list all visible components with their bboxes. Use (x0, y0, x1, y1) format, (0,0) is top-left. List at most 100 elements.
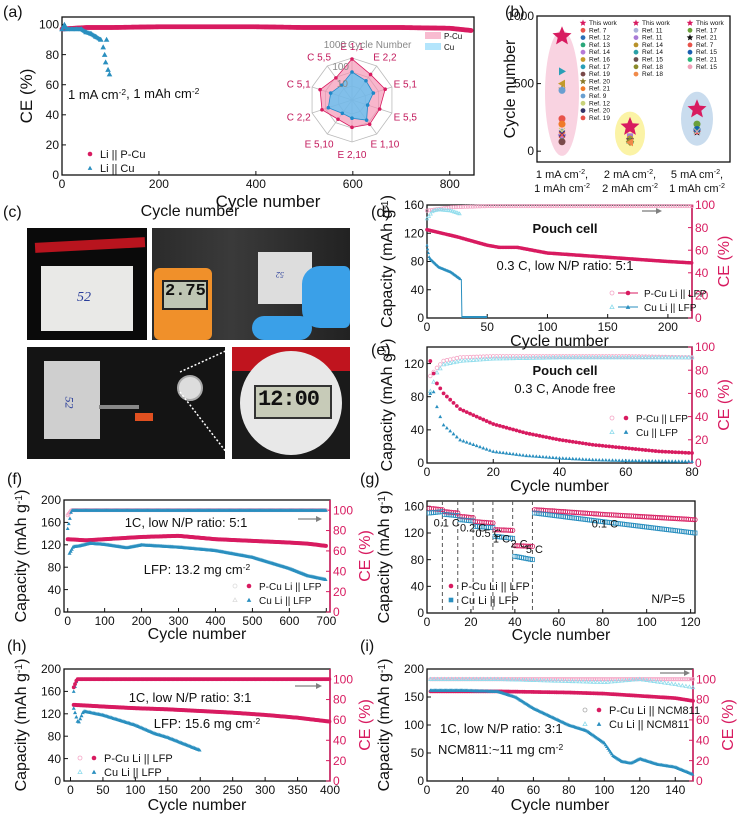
panel-label: (h) (7, 638, 27, 655)
y-right-axis-label: CE (%) (716, 236, 733, 288)
legend-marker (91, 755, 97, 761)
data-point (558, 115, 566, 123)
rate-label: 0.2 C (460, 523, 486, 535)
data-point (580, 679, 586, 684)
x-tick-label: 80 (685, 465, 699, 479)
data-point-star (687, 99, 707, 118)
x-tick-label: 40 (508, 615, 522, 629)
legend-label: Cu Li || LFP (259, 596, 312, 607)
data-point (438, 676, 444, 681)
data-point (488, 676, 494, 681)
legend-label: Ref. 19 (589, 115, 610, 122)
data-point (458, 407, 463, 412)
y-right-tick-label: 60 (696, 713, 710, 727)
data-point (507, 355, 513, 361)
legend-label: Ref. 17 (696, 27, 717, 34)
y-tick-label: 150 (404, 690, 424, 704)
data-point (558, 120, 566, 128)
y-tick-label: 120 (404, 357, 424, 371)
data-point (576, 354, 582, 360)
y-axis-label: Capacity (mAh g-1) (13, 659, 30, 792)
x-axis-label: Cycle number (216, 192, 321, 211)
radar-axis-label: E 2,10 (338, 150, 367, 161)
data-point (500, 355, 506, 361)
data-point (461, 204, 466, 209)
data-point (650, 458, 655, 463)
data-point (438, 386, 443, 391)
condition-annotation: 1 mA cm-2, 1 mAh cm-2 (68, 86, 200, 102)
legend-marker (687, 57, 693, 62)
y-right-tick-label: 60 (333, 544, 347, 558)
pouch-cell (41, 266, 133, 331)
radar-point (336, 117, 340, 122)
data-point (474, 414, 479, 419)
data-point (467, 357, 473, 363)
y-tick-label: 80 (411, 553, 425, 567)
data-point (622, 204, 627, 209)
data-point (673, 204, 678, 209)
data-point (534, 677, 540, 683)
data-point (460, 676, 465, 681)
data-point (649, 354, 655, 360)
data-point (677, 204, 682, 209)
data-point (506, 204, 511, 209)
radar-point (350, 125, 354, 130)
data-point (520, 677, 526, 682)
data-point (558, 86, 566, 94)
data-point (428, 359, 433, 363)
y-tick-label: 0 (417, 774, 424, 788)
photo-pouch-cell: 52 (27, 228, 147, 340)
radar-axis-label: E 5,1 (394, 79, 418, 90)
radar-point (364, 78, 368, 83)
data-point (480, 204, 485, 209)
data-point (67, 551, 72, 555)
data-point (457, 211, 462, 216)
data-point (448, 428, 453, 433)
data-point (579, 204, 584, 209)
radar-point (339, 83, 344, 88)
data-point (504, 204, 509, 209)
data-point (660, 459, 665, 463)
legend-marker (633, 49, 639, 55)
data-point (482, 204, 487, 209)
data-point (580, 457, 585, 461)
data-point (68, 549, 73, 553)
data-point (613, 458, 618, 462)
data-point (460, 358, 466, 363)
data-point (663, 459, 668, 463)
radar-point (334, 76, 338, 80)
x-axis-label: Cycle number (511, 797, 610, 814)
y-right-tick-label: 80 (333, 524, 347, 538)
condition-annotation: 1C, low N/P ratio: 3:1 (440, 721, 563, 736)
legend-marker (580, 57, 586, 62)
data-point (669, 681, 675, 686)
data-point (463, 204, 468, 209)
data-point (79, 713, 84, 718)
legend-marker (91, 769, 97, 774)
data-point (494, 355, 500, 361)
data-point (458, 204, 463, 209)
plot-frame (61, 16, 475, 176)
data-point (690, 684, 696, 690)
legend-marker (623, 415, 629, 421)
data-point (601, 679, 607, 684)
data-point (526, 204, 531, 209)
legend-marker (633, 42, 639, 48)
data-point (662, 680, 668, 685)
glove-hand (302, 266, 350, 328)
data-point (509, 204, 514, 209)
data-point (468, 28, 474, 33)
legend-label: Li || Cu (100, 163, 134, 175)
data-point (481, 417, 486, 422)
data-point (441, 361, 447, 367)
data-point (643, 458, 648, 463)
y-tick-label: 0 (52, 168, 59, 182)
data-point (453, 209, 459, 215)
data-point (431, 379, 437, 384)
data-point (545, 678, 550, 683)
data-point (448, 397, 453, 402)
y-tick-label: 200 (41, 662, 61, 676)
legend-marker (232, 597, 238, 602)
data-point (523, 355, 529, 360)
data-point (517, 452, 522, 457)
